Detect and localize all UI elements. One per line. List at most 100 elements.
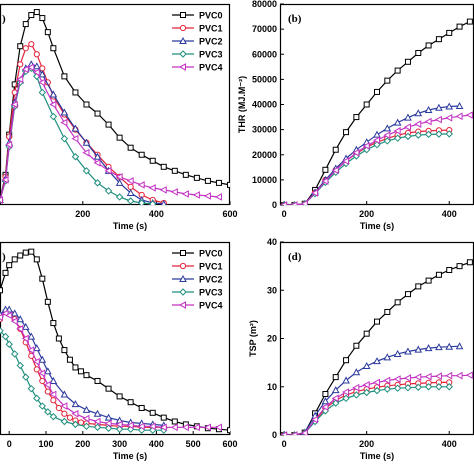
data-point: [71, 153, 80, 161]
data-point: [352, 383, 360, 392]
data-point: [404, 347, 412, 355]
y-tick-label: 40000: [252, 100, 277, 110]
data-point: [424, 117, 432, 126]
data-point: [332, 146, 339, 153]
plot-area: [0, 9, 230, 205]
data-point: [280, 201, 288, 205]
data-point: [160, 414, 167, 421]
y-axis-label: THR (MJ.M⁻²): [237, 76, 247, 133]
data-point: [342, 394, 350, 403]
data-point: [341, 157, 350, 165]
data-point: [71, 409, 79, 418]
data-point: [435, 130, 443, 138]
series-line: [0, 63, 164, 205]
data-point: [82, 422, 91, 431]
data-point: [116, 134, 123, 141]
data-point: [137, 199, 146, 205]
data-point: [362, 142, 370, 150]
data-point: [82, 138, 91, 146]
legend: PVC0 PVC1 PVC2 PVC3 PVC4: [172, 249, 223, 311]
data-point: [0, 196, 3, 204]
data-point: [424, 130, 433, 139]
data-point: [445, 102, 454, 110]
y-tick-label: 50000: [252, 74, 277, 84]
series-line: [0, 330, 164, 431]
legend-marker: [178, 63, 186, 71]
x-tick-label: 200: [75, 209, 90, 219]
data-point: [446, 29, 453, 36]
data-point: [82, 405, 91, 413]
series-PVC0: [281, 259, 473, 435]
data-point: [384, 308, 391, 315]
data-point: [331, 394, 339, 403]
data-point: [39, 275, 46, 282]
data-point: [383, 385, 392, 393]
data-point: [32, 62, 41, 70]
data-point: [445, 342, 454, 350]
data-point: [182, 171, 189, 178]
data-point: [445, 113, 453, 122]
y-tick-label: 0: [272, 430, 277, 440]
y-tick-label: 30: [267, 285, 277, 295]
data-point: [446, 266, 453, 273]
data-point: [61, 347, 68, 354]
data-point: [161, 199, 167, 205]
legend-label: PVC2: [199, 37, 223, 47]
panel-d: (d) 0 200 400 0 10 20 30 40 Time (s) TSP (m²): [248, 237, 474, 461]
data-point: [138, 404, 145, 411]
data-point: [455, 101, 464, 110]
panel-label: (b): [288, 13, 302, 25]
data-point: [1, 332, 10, 341]
data-point: [33, 9, 40, 16]
x-tick-label: 100: [38, 439, 53, 449]
data-point: [193, 174, 200, 181]
data-point: [38, 402, 47, 410]
y-tick-label: 80000: [252, 0, 277, 9]
data-point: [424, 344, 433, 352]
data-point: [331, 386, 340, 394]
data-point: [60, 390, 69, 398]
data-point: [38, 70, 47, 78]
data-point: [16, 325, 24, 333]
data-point: [300, 429, 308, 435]
series-PVC4: [0, 63, 222, 204]
data-point: [27, 63, 35, 72]
data-point: [321, 397, 330, 405]
data-point: [138, 151, 145, 158]
data-point: [16, 75, 24, 84]
y-tick-label: 0: [272, 200, 277, 210]
data-point: [203, 423, 211, 432]
data-point: [60, 134, 69, 143]
y-tick-label: 10000: [252, 175, 277, 185]
data-point: [393, 118, 402, 126]
data-point: [115, 425, 124, 433]
data-point: [93, 158, 101, 167]
data-point: [414, 131, 422, 139]
data-point: [28, 12, 35, 19]
data-point: [300, 199, 308, 205]
plot-area: [280, 259, 473, 435]
x-tick-label: 400: [442, 439, 457, 449]
data-point: [383, 124, 392, 132]
x-tick-label: 400: [149, 439, 164, 449]
plot-frame: [0, 241, 231, 436]
data-point: [343, 357, 350, 364]
data-point: [55, 335, 62, 342]
data-point: [71, 124, 80, 132]
data-point: [22, 249, 29, 256]
data-point: [352, 148, 360, 157]
data-point: [373, 357, 381, 365]
data-point: [394, 67, 401, 74]
x-axis-label: Time (s): [113, 221, 147, 231]
data-point: [332, 399, 340, 407]
x-tick-label: 200: [75, 439, 90, 449]
data-point: [414, 109, 423, 117]
data-point: [321, 403, 329, 411]
legend-label: PVC4: [199, 63, 223, 73]
data-point: [445, 130, 453, 138]
data-point: [104, 166, 112, 175]
data-point: [27, 384, 35, 393]
legend-marker: [179, 50, 187, 58]
data-point: [425, 277, 432, 284]
data-point: [49, 112, 58, 121]
